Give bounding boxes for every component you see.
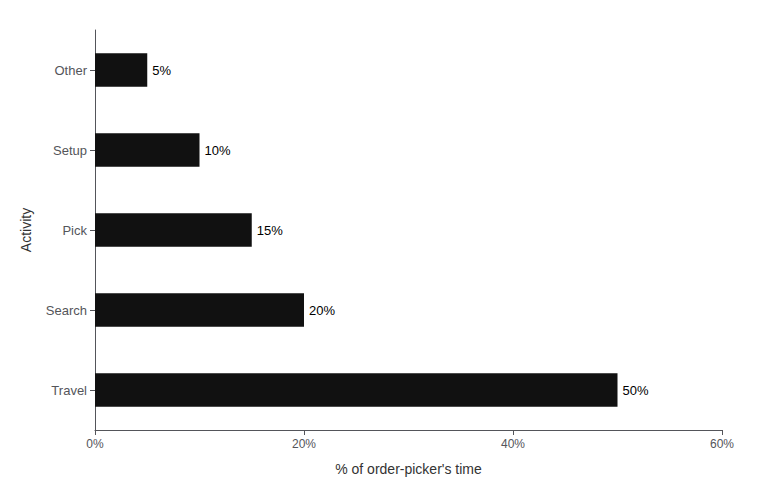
svg-text:% of order-picker's time: % of order-picker's time [335,461,482,477]
svg-text:15%: 15% [257,223,283,238]
svg-text:20%: 20% [292,437,316,451]
svg-text:50%: 50% [623,383,649,398]
svg-text:Search: Search [46,303,87,318]
svg-text:Setup: Setup [53,143,87,158]
svg-text:10%: 10% [205,143,231,158]
svg-text:5%: 5% [152,63,171,78]
svg-text:20%: 20% [309,303,335,318]
svg-text:40%: 40% [501,437,525,451]
svg-text:Pick: Pick [62,223,87,238]
svg-text:Other: Other [54,63,87,78]
svg-text:Activity: Activity [18,208,34,252]
svg-text:0%: 0% [86,437,104,451]
svg-text:Travel: Travel [51,383,87,398]
svg-text:60%: 60% [710,437,734,451]
